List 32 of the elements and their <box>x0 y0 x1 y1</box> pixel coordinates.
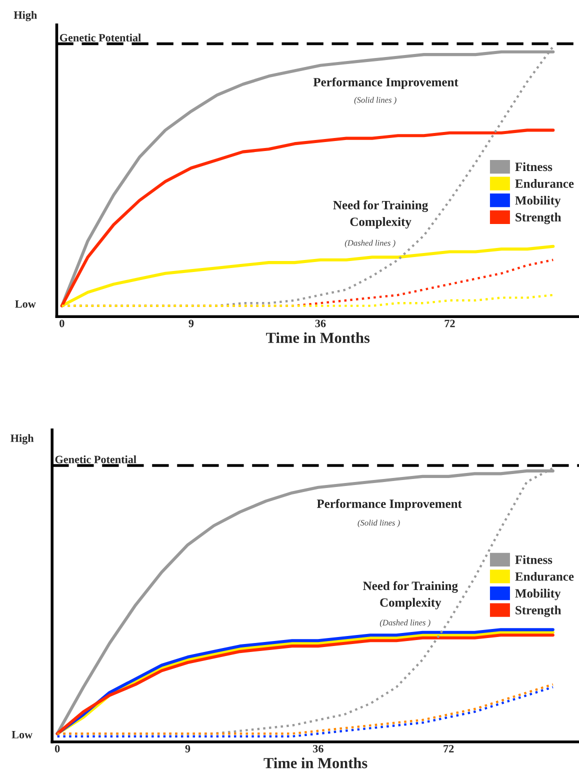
x-tick-label: 72 <box>444 320 455 328</box>
x-tick-label: 9 <box>185 744 190 752</box>
legend-label: Fitness <box>515 555 552 564</box>
legend-label: Endurance <box>515 572 574 581</box>
legend-label: Strength <box>516 606 562 618</box>
text: Low <box>15 300 36 308</box>
legend-label: Mobility <box>515 196 561 208</box>
x-tick-label: 0 <box>54 744 60 752</box>
annotation: (Solid lines ) <box>358 520 400 528</box>
legend-label: Fitness <box>515 162 552 172</box>
x-tick-label: 36 <box>313 744 324 752</box>
text: High <box>10 434 34 444</box>
x-tick-label: 0 <box>60 320 64 328</box>
annotation: Performance Improvement <box>316 499 462 511</box>
annotation: Performance Improvement <box>313 77 458 89</box>
x-tick-label: 72 <box>444 744 454 752</box>
text: High <box>14 10 37 22</box>
annotation: (Dashed lines ) <box>344 240 396 248</box>
ref-line-label: Genetic Potential <box>60 34 141 42</box>
annotation: (Dashed lines ) <box>380 620 430 628</box>
x-tick-label: 9 <box>188 320 194 328</box>
ref-line-label: Genetic Potential <box>55 455 136 464</box>
text: Low <box>12 731 33 738</box>
legend-label: Mobility <box>515 588 561 600</box>
annotation: (Solid lines ) <box>354 96 396 104</box>
x-axis-title: Time in Months <box>266 332 370 343</box>
legend-label: Strength <box>516 212 562 224</box>
x-tick-label: 36 <box>315 320 326 328</box>
annotation: Need for Training Complexity <box>363 581 458 610</box>
annotation: Need for Training Complexity <box>333 200 428 229</box>
legend-label: Endurance <box>515 179 574 188</box>
x-axis-title: Time in Months <box>264 757 368 768</box>
